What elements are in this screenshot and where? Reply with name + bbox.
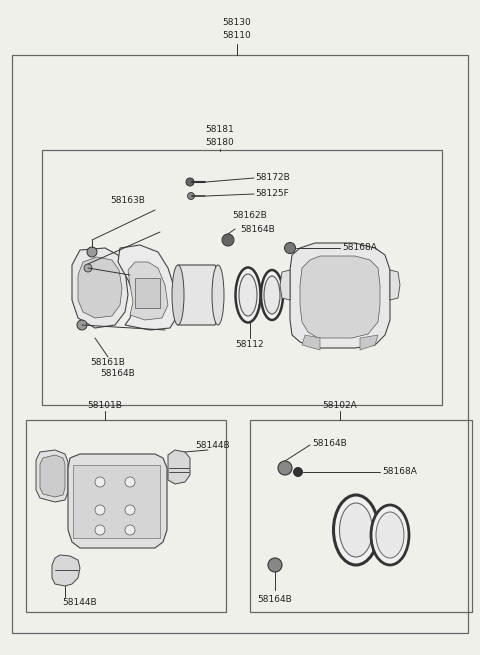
Bar [26, 420, 226, 612]
Text: 58164B: 58164B [240, 225, 275, 233]
Polygon shape [280, 270, 290, 300]
Ellipse shape [172, 265, 184, 325]
Polygon shape [135, 278, 160, 308]
Text: 58112: 58112 [236, 340, 264, 349]
Text: 58180: 58180 [205, 138, 234, 147]
Ellipse shape [376, 512, 404, 558]
Ellipse shape [339, 503, 372, 557]
Circle shape [87, 247, 97, 257]
Text: 58163B: 58163B [110, 196, 145, 205]
Polygon shape [52, 555, 80, 586]
Circle shape [222, 234, 234, 246]
Text: 58130: 58130 [223, 18, 252, 27]
Circle shape [293, 468, 302, 476]
Polygon shape [73, 465, 160, 538]
Polygon shape [36, 450, 68, 502]
Circle shape [95, 505, 105, 515]
Text: 58102A: 58102A [323, 401, 358, 410]
Polygon shape [72, 248, 128, 328]
Circle shape [268, 558, 282, 572]
Ellipse shape [212, 265, 224, 325]
Text: 58162B: 58162B [232, 210, 267, 219]
Circle shape [188, 193, 194, 200]
Text: 58101B: 58101B [87, 401, 122, 410]
Ellipse shape [239, 274, 257, 316]
Bar [250, 420, 472, 612]
Text: 58144B: 58144B [195, 441, 229, 449]
Polygon shape [290, 243, 390, 348]
Bar [12, 55, 468, 633]
Polygon shape [118, 245, 178, 330]
Polygon shape [128, 262, 168, 320]
Text: 58164B: 58164B [101, 369, 135, 378]
Polygon shape [302, 335, 320, 350]
Circle shape [285, 242, 296, 253]
Polygon shape [175, 265, 218, 325]
Circle shape [278, 461, 292, 475]
Polygon shape [78, 257, 122, 318]
Ellipse shape [334, 495, 379, 565]
Polygon shape [360, 335, 378, 350]
Circle shape [95, 525, 105, 535]
Text: 58161B: 58161B [91, 358, 125, 367]
Text: 58164B: 58164B [312, 438, 347, 447]
Bar [42, 150, 442, 405]
Ellipse shape [236, 267, 261, 322]
Polygon shape [168, 450, 190, 484]
Circle shape [125, 505, 135, 515]
Text: 58168A: 58168A [342, 244, 377, 252]
Ellipse shape [261, 270, 283, 320]
Text: 58144B: 58144B [63, 598, 97, 607]
Text: 58125F: 58125F [255, 189, 289, 198]
Circle shape [186, 178, 194, 186]
Text: 58181: 58181 [205, 125, 234, 134]
Polygon shape [300, 256, 380, 338]
Text: 58164B: 58164B [258, 595, 292, 604]
Polygon shape [68, 454, 167, 548]
Circle shape [95, 477, 105, 487]
Circle shape [77, 320, 87, 330]
Text: 58168A: 58168A [382, 468, 417, 476]
Text: 58110: 58110 [223, 31, 252, 40]
Polygon shape [40, 455, 65, 497]
Polygon shape [390, 270, 400, 300]
Circle shape [125, 477, 135, 487]
Circle shape [125, 525, 135, 535]
Ellipse shape [371, 505, 409, 565]
Ellipse shape [264, 276, 280, 314]
Text: 58172B: 58172B [255, 174, 290, 183]
Circle shape [84, 264, 92, 272]
